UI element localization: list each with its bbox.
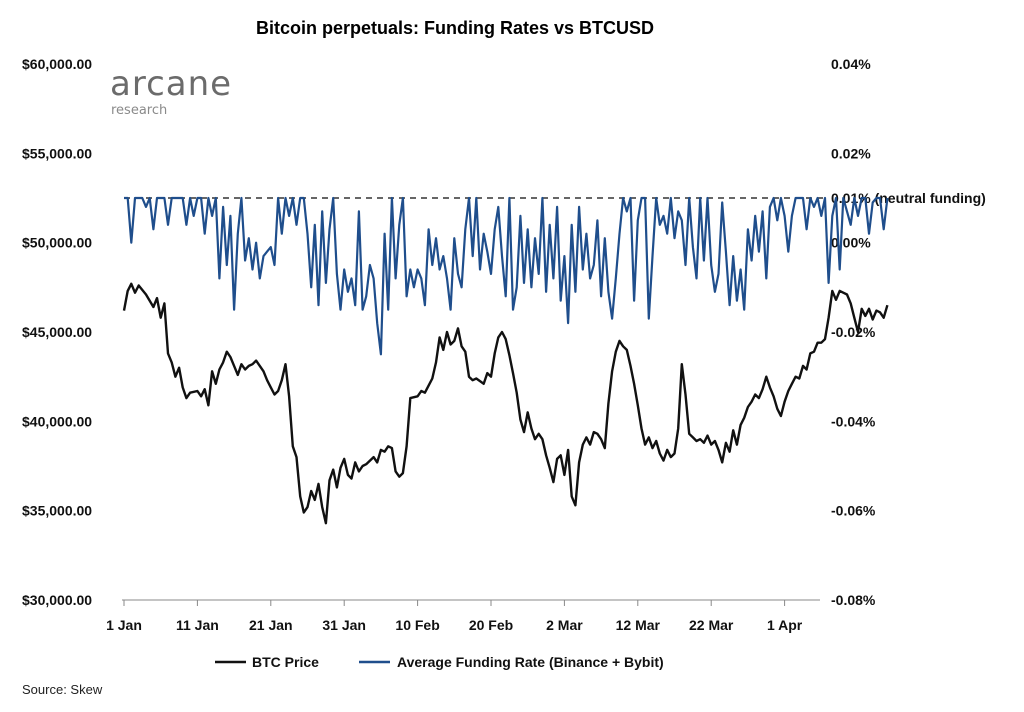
y-right-tick-label: -0.08% — [831, 592, 876, 608]
x-tick-label: 22 Mar — [689, 617, 734, 633]
logo-subtitle: research — [111, 103, 167, 118]
y-left-tick-label: $30,000.00 — [22, 592, 92, 608]
x-tick-label: 1 Jan — [106, 617, 142, 633]
y-right-tick-label: 0.01% (neutral funding) — [831, 190, 986, 206]
source-note: Source: Skew — [22, 682, 103, 697]
y-right-tick-label: -0.06% — [831, 503, 876, 519]
legend-label-btc-price: BTC Price — [252, 654, 319, 670]
logo-wordmark: arcane — [110, 64, 232, 104]
y-left-tick-label: $45,000.00 — [22, 324, 92, 340]
y-right-tick-label: -0.02% — [831, 324, 876, 340]
y-axis-right: 0.04%0.02%0.01% (neutral funding)0.00%-0… — [831, 56, 986, 608]
y-left-tick-label: $50,000.00 — [22, 235, 92, 251]
y-right-tick-label: -0.04% — [831, 413, 876, 429]
x-tick-label: 31 Jan — [322, 617, 366, 633]
x-tick-label: 12 Mar — [616, 617, 661, 633]
series-line-btc-price — [122, 282, 889, 525]
y-right-tick-label: 0.02% — [831, 145, 871, 161]
y-axis-left: $60,000.00 $55,000.00 $50,000.00 $45,000.00… — [22, 56, 92, 608]
x-tick-label: 11 Jan — [176, 617, 219, 633]
y-left-tick-label: $35,000.00 — [22, 503, 92, 519]
x-tick-label: 21 Jan — [249, 617, 293, 633]
x-tick-label: 1 Apr — [767, 617, 803, 633]
legend: BTC Price Average Funding Rate (Binance … — [215, 654, 664, 670]
legend-label-funding-rate: Average Funding Rate (Binance + Bybit) — [397, 654, 664, 670]
y-left-tick-label: $40,000.00 — [22, 413, 92, 429]
x-tick-label: 10 Feb — [395, 617, 439, 633]
y-left-tick-label: $55,000.00 — [22, 145, 92, 161]
y-right-tick-label: 0.04% — [831, 56, 871, 72]
logo: arcane research — [110, 64, 232, 118]
x-tick-label: 2 Mar — [546, 617, 583, 633]
y-left-tick-label: $60,000.00 — [22, 56, 92, 72]
chart-title: Bitcoin perpetuals: Funding Rates vs BTC… — [256, 18, 654, 38]
x-tick-label: 20 Feb — [469, 617, 513, 633]
x-axis: 1 Jan 11 Jan 21 Jan 31 Jan 10 Feb 20 Feb 2 Mar… — [106, 599, 820, 633]
series-line-funding-rate — [124, 196, 889, 356]
